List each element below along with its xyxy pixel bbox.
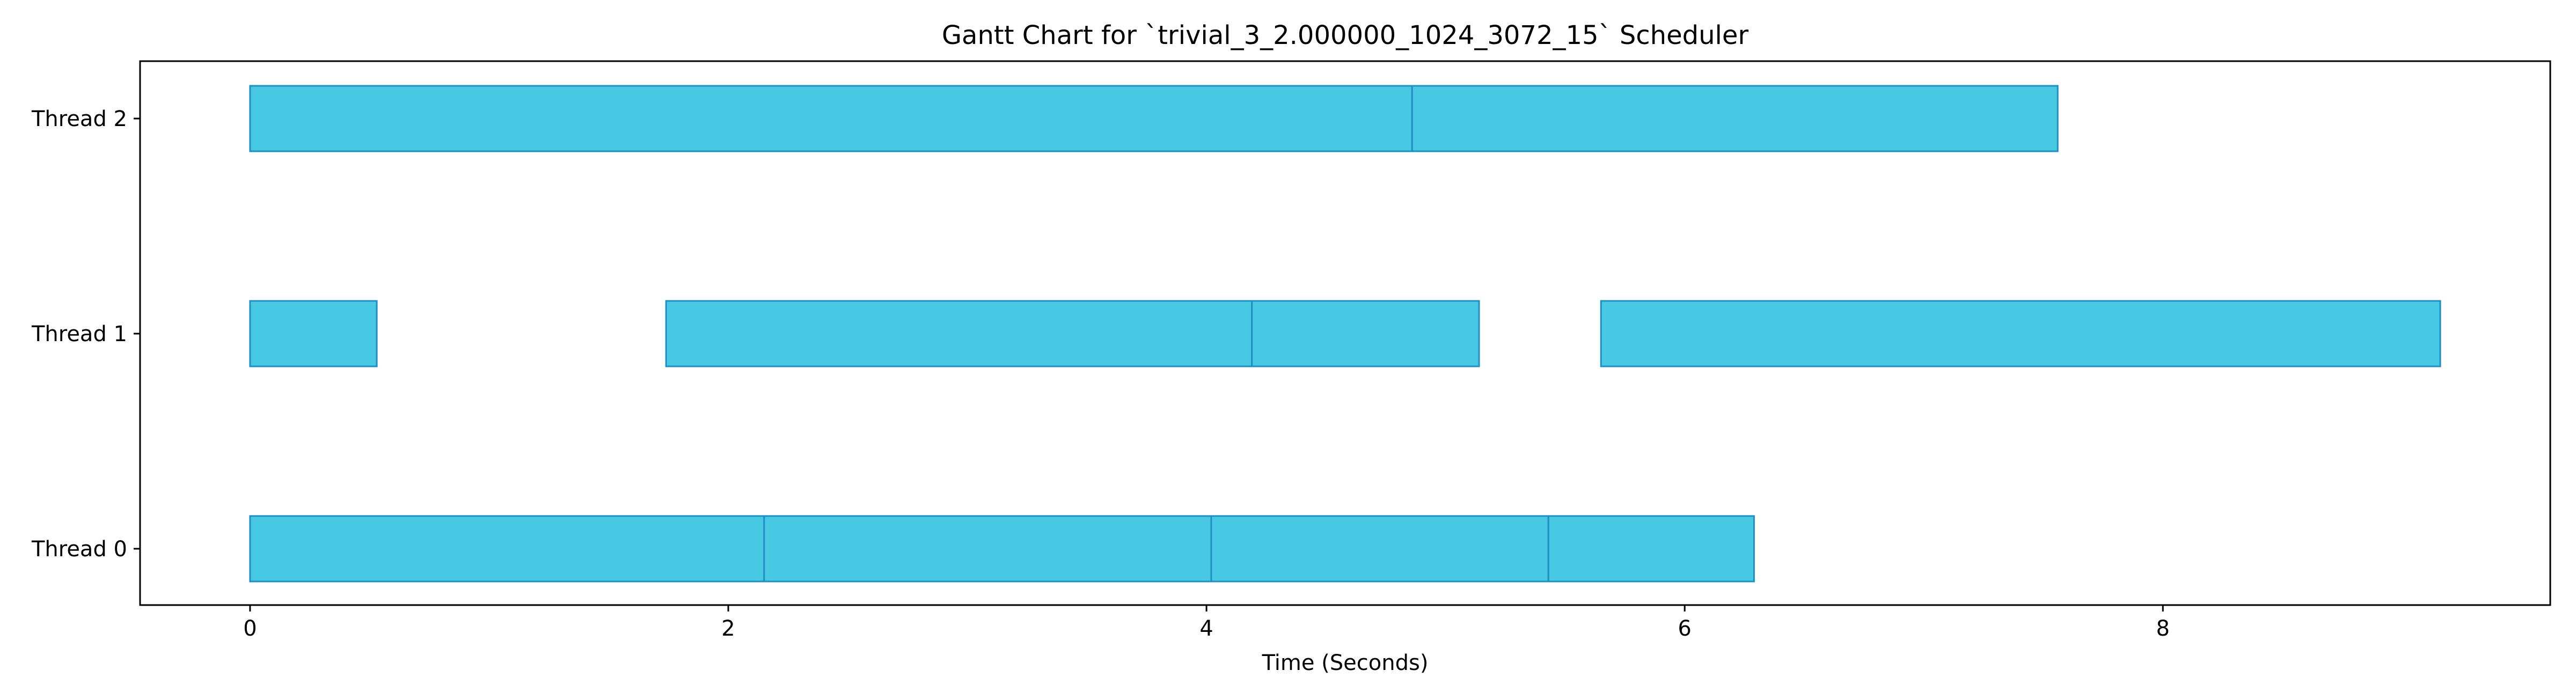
x-tick-label: 0: [243, 616, 257, 641]
x-tick-label: 2: [721, 616, 735, 641]
gantt-bar: [1251, 300, 1480, 367]
chart-title: Gantt Chart for `trivial_3_2.000000_1024…: [942, 20, 1749, 50]
y-tick-label: Thread 2: [31, 107, 127, 131]
x-tick-label: 6: [1678, 616, 1691, 641]
gantt-bar: [1210, 515, 1549, 583]
gantt-bar: [1411, 85, 2059, 152]
gantt-bar: [763, 515, 1212, 583]
x-tick-label: 8: [2156, 616, 2170, 641]
gantt-bar: [1547, 515, 1755, 583]
x-tick-label: 4: [1199, 616, 1213, 641]
gantt-bar: [249, 300, 378, 367]
x-axis-label: Time (Seconds): [1262, 651, 1429, 675]
y-axis: Thread 0 Thread 1 Thread 2: [31, 107, 140, 562]
x-axis: 0 2 4 6 8: [243, 605, 2170, 641]
gantt-bar: [665, 300, 1253, 367]
gantt-bar: [1600, 300, 2441, 367]
gantt-bar: [249, 85, 1413, 152]
bars-layer: [249, 85, 2441, 583]
y-tick-label: Thread 0: [31, 537, 127, 562]
gantt-bar: [249, 515, 765, 583]
y-tick-label: Thread 1: [31, 322, 127, 347]
